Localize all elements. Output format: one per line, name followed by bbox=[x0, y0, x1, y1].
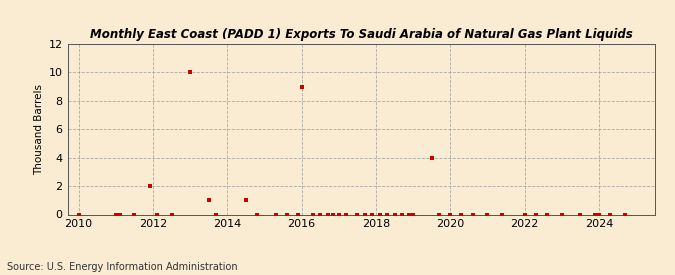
Point bbox=[556, 212, 567, 217]
Point bbox=[129, 212, 140, 217]
Point bbox=[328, 212, 339, 217]
Point bbox=[445, 212, 456, 217]
Point bbox=[427, 155, 437, 160]
Point bbox=[292, 212, 303, 217]
Point bbox=[252, 212, 263, 217]
Point bbox=[185, 70, 196, 75]
Y-axis label: Thousand Barrels: Thousand Barrels bbox=[34, 84, 45, 175]
Title: Monthly East Coast (PADD 1) Exports To Saudi Arabia of Natural Gas Plant Liquids: Monthly East Coast (PADD 1) Exports To S… bbox=[90, 28, 632, 42]
Point bbox=[333, 212, 344, 217]
Point bbox=[434, 212, 445, 217]
Point bbox=[114, 212, 125, 217]
Point bbox=[74, 212, 84, 217]
Point bbox=[389, 212, 400, 217]
Point bbox=[590, 212, 601, 217]
Point bbox=[307, 212, 318, 217]
Point bbox=[367, 212, 378, 217]
Text: Source: U.S. Energy Information Administration: Source: U.S. Energy Information Administ… bbox=[7, 262, 238, 272]
Point bbox=[211, 212, 221, 217]
Point bbox=[270, 212, 281, 217]
Point bbox=[166, 212, 177, 217]
Point bbox=[497, 212, 508, 217]
Point bbox=[408, 212, 418, 217]
Point bbox=[111, 212, 122, 217]
Point bbox=[404, 212, 415, 217]
Point bbox=[456, 212, 467, 217]
Point bbox=[375, 212, 385, 217]
Point bbox=[296, 84, 307, 89]
Point bbox=[593, 212, 604, 217]
Point bbox=[240, 198, 251, 202]
Point bbox=[531, 212, 541, 217]
Point bbox=[360, 212, 371, 217]
Point bbox=[605, 212, 616, 217]
Point bbox=[322, 212, 333, 217]
Point bbox=[151, 212, 162, 217]
Point bbox=[397, 212, 408, 217]
Point bbox=[281, 212, 292, 217]
Point bbox=[144, 184, 155, 188]
Point bbox=[575, 212, 586, 217]
Point bbox=[382, 212, 393, 217]
Point bbox=[467, 212, 478, 217]
Point bbox=[482, 212, 493, 217]
Point bbox=[341, 212, 352, 217]
Point bbox=[620, 212, 630, 217]
Point bbox=[352, 212, 362, 217]
Point bbox=[315, 212, 325, 217]
Point bbox=[541, 212, 552, 217]
Point bbox=[203, 198, 214, 202]
Point bbox=[519, 212, 530, 217]
